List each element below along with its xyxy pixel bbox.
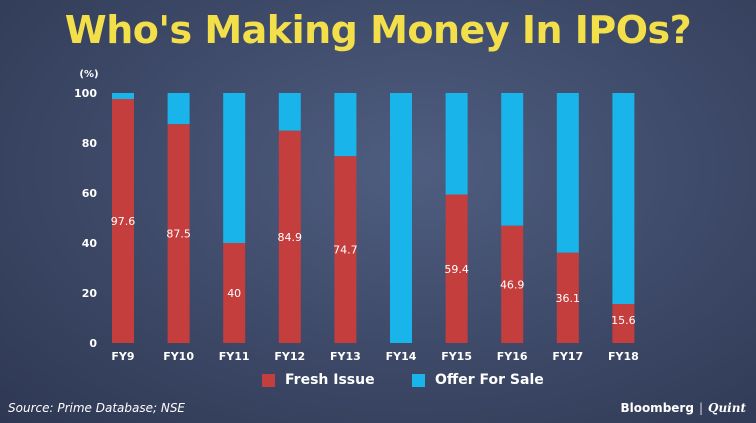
legend-swatch-offer-for-sale bbox=[412, 373, 425, 387]
bar-series: 97.6 87.5 40 84.9 74.7 59.4 46.9 36.1 15.6 bbox=[111, 93, 636, 343]
bar-fresh-issue bbox=[112, 99, 134, 343]
bar-data-label: 40 bbox=[227, 287, 241, 300]
x-tick-label: FY12 bbox=[274, 350, 305, 363]
x-axis-ticks: FY9 FY10 FY11 FY12 FY13 FY14 FY15 FY16 FY17 FY18 bbox=[111, 350, 638, 363]
bar-data-label: 36.1 bbox=[556, 292, 581, 305]
x-tick-label: FY17 bbox=[552, 350, 583, 363]
bar-offer-for-sale bbox=[501, 93, 524, 226]
x-tick-label: FY15 bbox=[441, 350, 472, 363]
y-tick-label: 40 bbox=[82, 237, 98, 250]
x-tick-label: FY11 bbox=[219, 350, 250, 363]
x-tick-label: FY18 bbox=[608, 350, 639, 363]
bar-offer-for-sale bbox=[612, 93, 635, 304]
bar-data-label: 59.4 bbox=[444, 263, 469, 276]
y-tick-label: 20 bbox=[82, 287, 98, 300]
x-tick-label: FY9 bbox=[111, 350, 134, 363]
bar-fresh-issue bbox=[612, 304, 635, 343]
y-tick-label: 100 bbox=[74, 87, 97, 100]
legend: Fresh Issue Offer For Sale bbox=[0, 372, 756, 394]
y-tick-label: 60 bbox=[82, 187, 98, 200]
y-axis-unit-label: (%) bbox=[79, 69, 98, 80]
bar-offer-for-sale bbox=[112, 93, 134, 99]
bar-data-label: 74.7 bbox=[333, 244, 358, 257]
legend-label-offer-for-sale: Offer For Sale bbox=[435, 372, 544, 388]
bar-offer-for-sale bbox=[167, 93, 190, 125]
bar-data-label: 97.6 bbox=[111, 215, 136, 228]
bar-data-label: 46.9 bbox=[500, 278, 525, 291]
bar-offer-for-sale bbox=[445, 93, 468, 195]
bar-fresh-issue bbox=[556, 252, 579, 343]
bar-data-label: 15.6 bbox=[611, 314, 636, 327]
bar-fresh-issue bbox=[445, 194, 468, 343]
x-tick-label: FY16 bbox=[497, 350, 528, 363]
legend-swatch-fresh-issue bbox=[262, 373, 275, 387]
bar-offer-for-sale bbox=[278, 93, 301, 131]
brand-logo: Bloomberg | Quint bbox=[620, 401, 746, 415]
bar-fresh-issue bbox=[278, 130, 301, 343]
bar-offer-for-sale bbox=[334, 93, 357, 157]
bar-data-label: 84.9 bbox=[278, 231, 303, 244]
y-tick-label: 80 bbox=[82, 137, 98, 150]
bar-fresh-issue bbox=[501, 225, 524, 343]
bar-fresh-issue bbox=[334, 156, 357, 343]
x-tick-label: FY13 bbox=[330, 350, 361, 363]
legend-label-fresh-issue: Fresh Issue bbox=[285, 372, 375, 388]
bar-fresh-issue bbox=[223, 243, 246, 343]
bar-data-label: 87.5 bbox=[166, 228, 191, 241]
brand-primary: Bloomberg bbox=[620, 401, 694, 415]
bar-offer-for-sale bbox=[223, 93, 246, 243]
brand-secondary: Quint bbox=[707, 401, 746, 415]
bar-offer-for-sale bbox=[390, 93, 412, 343]
legend-item-fresh-issue: Fresh Issue bbox=[262, 372, 375, 388]
x-tick-label: FY10 bbox=[163, 350, 194, 363]
chart-title: Who's Making Money In IPOs? bbox=[64, 8, 692, 52]
legend-item-offer-for-sale: Offer For Sale bbox=[412, 372, 544, 388]
source-note: Source: Prime Database; NSE bbox=[8, 401, 186, 415]
y-tick-label: 0 bbox=[89, 337, 97, 350]
bar-fresh-issue bbox=[167, 124, 190, 343]
brand-separator: | bbox=[698, 401, 703, 415]
bar-offer-for-sale bbox=[556, 93, 579, 253]
x-tick-label: FY14 bbox=[386, 350, 417, 363]
y-axis-ticks: 0 20 40 60 80 100 bbox=[74, 87, 97, 350]
